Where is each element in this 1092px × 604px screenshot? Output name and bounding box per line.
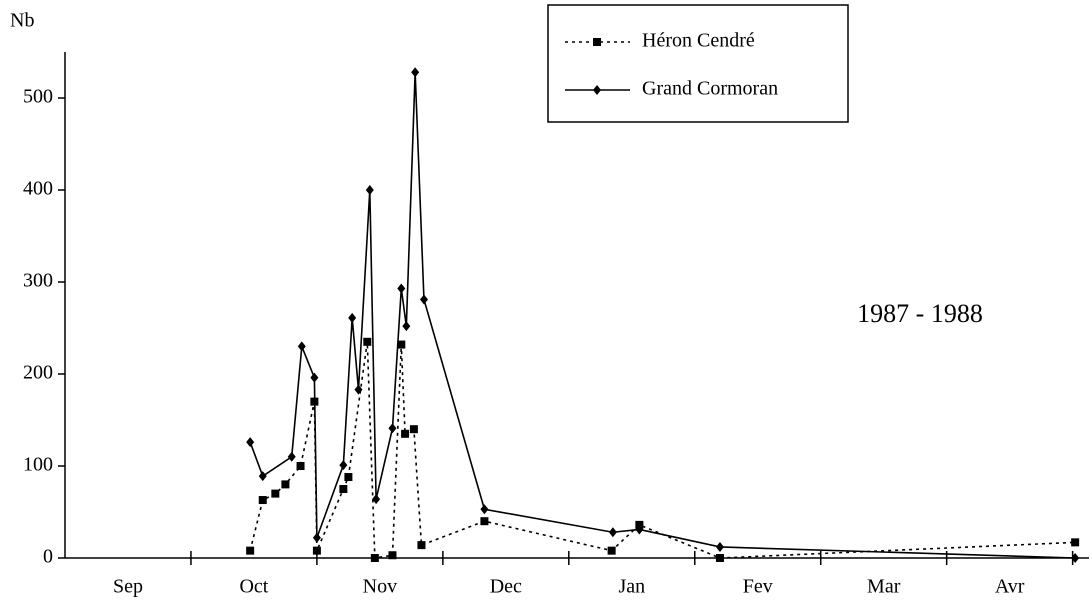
marker xyxy=(1071,538,1080,547)
x-tick-label: Nov xyxy=(363,576,397,598)
marker xyxy=(593,38,601,46)
y-tick-label: 500 xyxy=(23,86,53,108)
marker xyxy=(411,67,420,78)
marker xyxy=(388,551,397,560)
marker xyxy=(246,546,255,555)
legend-label: Héron Cendré xyxy=(642,30,755,52)
marker xyxy=(354,384,363,395)
annotation: 1987 - 1988 xyxy=(857,299,983,328)
marker xyxy=(348,312,357,323)
x-tick-label: Sep xyxy=(113,576,143,598)
marker xyxy=(593,85,601,95)
marker xyxy=(372,494,381,505)
x-tick-label: Avr xyxy=(995,576,1025,598)
marker xyxy=(339,460,348,471)
marker xyxy=(397,283,406,294)
marker xyxy=(258,471,267,482)
marker xyxy=(608,527,617,538)
marker xyxy=(409,425,418,434)
marker xyxy=(1071,553,1080,563)
legend-label: Grand Cormoran xyxy=(642,78,778,100)
marker xyxy=(296,462,305,470)
x-tick-label: Fev xyxy=(743,576,773,598)
marker xyxy=(480,517,489,526)
marker xyxy=(312,532,321,543)
y-tick-label: 400 xyxy=(23,178,53,200)
marker xyxy=(365,185,374,195)
x-tick-label: Jan xyxy=(618,576,645,598)
legend-box xyxy=(547,4,849,123)
y-tick-label: 0 xyxy=(43,546,53,568)
marker xyxy=(370,554,379,562)
y-axis-label: Nb xyxy=(10,10,34,32)
y-tick-label: 200 xyxy=(23,362,53,384)
marker xyxy=(635,524,644,535)
marker xyxy=(607,546,616,555)
marker xyxy=(287,451,296,462)
y-tick-label: 300 xyxy=(23,270,53,292)
marker xyxy=(363,337,372,346)
x-tick-label: Dec xyxy=(490,576,522,598)
x-tick-label: Mar xyxy=(867,576,901,598)
marker xyxy=(402,321,411,332)
marker xyxy=(417,541,426,550)
marker xyxy=(310,372,319,383)
marker xyxy=(715,541,724,552)
marker xyxy=(258,496,267,505)
x-tick-label: Oct xyxy=(239,576,268,598)
marker xyxy=(312,546,321,555)
marker xyxy=(344,473,353,482)
marker xyxy=(281,480,290,489)
marker xyxy=(397,340,406,349)
marker xyxy=(339,485,348,493)
marker xyxy=(271,489,280,498)
marker xyxy=(246,437,255,448)
marker xyxy=(715,554,724,562)
marker xyxy=(297,341,306,352)
marker xyxy=(388,423,397,434)
marker xyxy=(419,294,428,305)
marker xyxy=(480,504,489,515)
y-tick-label: 100 xyxy=(23,454,53,476)
marker xyxy=(401,429,410,438)
